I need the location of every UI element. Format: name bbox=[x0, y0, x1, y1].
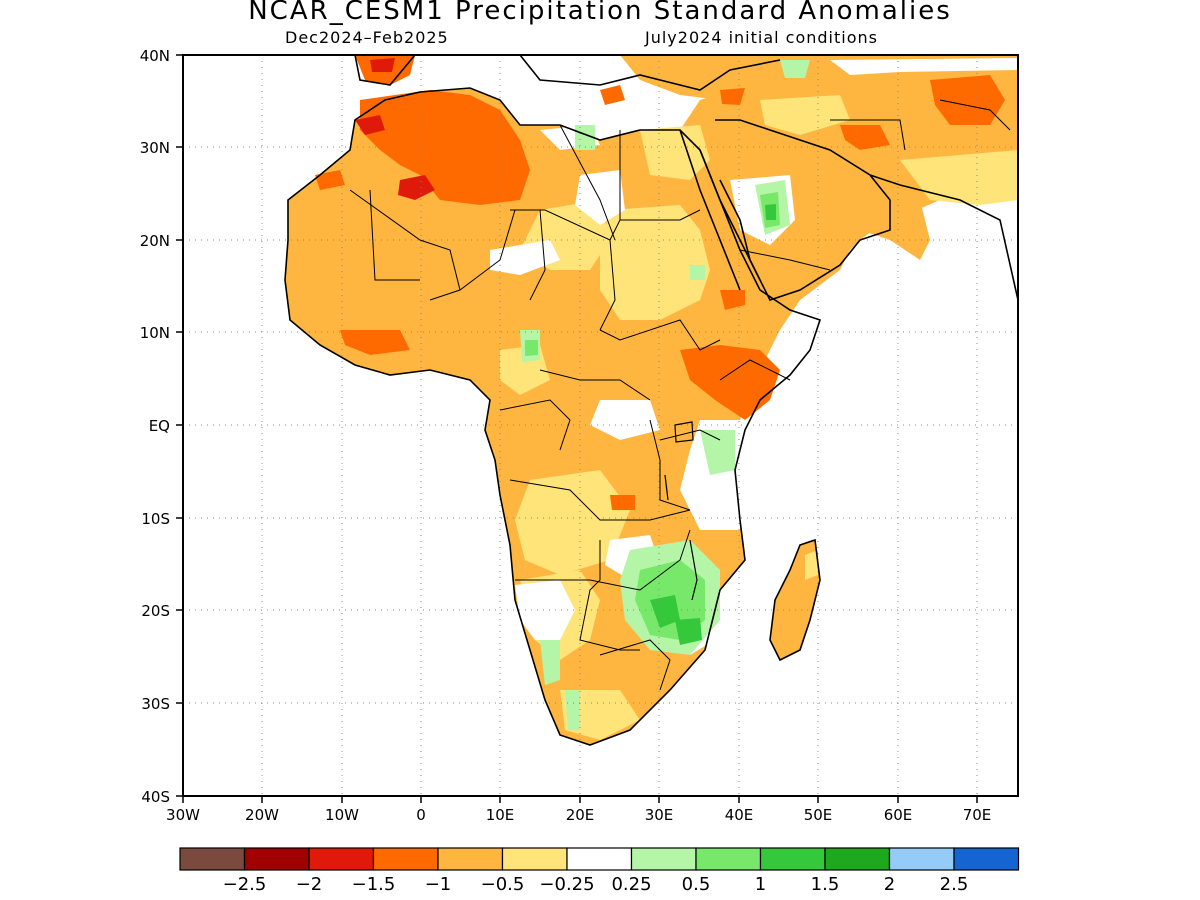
strong-negative-patches bbox=[355, 58, 435, 200]
colorbar-label: −2.5 bbox=[223, 874, 267, 895]
lon-label: 20E bbox=[566, 806, 595, 824]
coastlines bbox=[284, 55, 1018, 746]
colorbar-swatch bbox=[437, 847, 504, 871]
colorbar-swatch bbox=[566, 847, 633, 871]
colorbar-label: 1.5 bbox=[811, 874, 840, 895]
latitude-labels: 40N 30N 20N 10N EQ 10S 20S 30S 40S bbox=[140, 47, 170, 806]
colorbar-swatch bbox=[308, 847, 375, 871]
colorbar-label: −2 bbox=[296, 874, 323, 895]
colorbar-swatch bbox=[179, 847, 246, 871]
africa-coastline bbox=[284, 87, 822, 746]
lon-label: 10W bbox=[325, 806, 359, 824]
colorbar-label: −1.5 bbox=[352, 874, 396, 895]
madagascar-coastline bbox=[769, 538, 821, 662]
colorbar-swatch bbox=[888, 847, 955, 871]
colorbar-label: 0.5 bbox=[682, 874, 711, 895]
lon-label: 40E bbox=[725, 806, 754, 824]
lon-label: 10E bbox=[486, 806, 515, 824]
colorbar-label: 2.5 bbox=[940, 874, 969, 895]
colorbar-swatch bbox=[372, 847, 439, 871]
lat-label: 10S bbox=[141, 510, 170, 528]
colorbar-swatch bbox=[630, 847, 697, 871]
lat-label: 20N bbox=[140, 232, 170, 250]
lon-label: 30E bbox=[645, 806, 674, 824]
colorbar-swatch bbox=[824, 847, 891, 871]
lat-label: 40N bbox=[140, 47, 170, 65]
colorbar-swatch bbox=[695, 847, 762, 871]
anomaly-field bbox=[285, 55, 1018, 745]
country-borders bbox=[349, 99, 1011, 691]
colorbar-label: −1 bbox=[425, 874, 452, 895]
colorbar-label: −0.25 bbox=[539, 874, 594, 895]
europe-coastline bbox=[354, 55, 781, 91]
lon-label: 70E bbox=[963, 806, 992, 824]
lat-label: 10N bbox=[140, 324, 170, 342]
colorbar-label: 0.25 bbox=[611, 874, 651, 895]
lon-label: 20W bbox=[245, 806, 279, 824]
moderate-negative-patches bbox=[315, 75, 1005, 610]
colorbar-swatch bbox=[953, 847, 1020, 871]
lat-label: 30S bbox=[141, 695, 170, 713]
lat-label: 30N bbox=[140, 139, 170, 157]
colorbar: −2.5 −2 −1.5 −1 −0.5 −0.25 0.25 0.5 1 1.… bbox=[179, 847, 1020, 895]
red-sea bbox=[679, 129, 761, 291]
lat-label: 20S bbox=[141, 602, 170, 620]
colorbar-label: −0.5 bbox=[481, 874, 525, 895]
strong-positive-patches bbox=[650, 204, 776, 645]
lon-label: 30W bbox=[166, 806, 200, 824]
colorbar-swatch bbox=[501, 847, 568, 871]
madagascar-weak-patch bbox=[805, 550, 818, 580]
lat-label: 40S bbox=[141, 788, 170, 806]
colorbar-swatch bbox=[759, 847, 826, 871]
longitude-labels: 30W 20W 10W 0 10E 20E 30E 40E 50E 60E 70… bbox=[166, 806, 991, 824]
initial-conditions: July2024 initial conditions bbox=[645, 28, 878, 47]
forecast-period: Dec2024–Feb2025 bbox=[285, 28, 449, 47]
lon-label: 50E bbox=[804, 806, 833, 824]
colorbar-label: 2 bbox=[884, 874, 895, 895]
iran-coastline bbox=[869, 174, 1018, 301]
lakes bbox=[664, 421, 698, 601]
colorbar-swatch bbox=[243, 847, 310, 871]
lon-label: 60E bbox=[884, 806, 913, 824]
map-title: NCAR_CESM1 Precipitation Standard Anomal… bbox=[248, 0, 952, 26]
lon-label: 0 bbox=[416, 806, 426, 824]
axis-ticks bbox=[176, 54, 978, 803]
colorbar-label: 1 bbox=[755, 874, 766, 895]
lat-label: EQ bbox=[149, 417, 170, 435]
